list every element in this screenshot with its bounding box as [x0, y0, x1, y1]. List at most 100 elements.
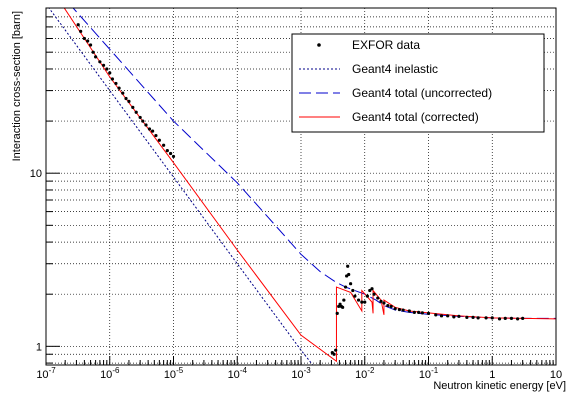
data-point: [365, 294, 369, 298]
x-tick-label: 10-5: [164, 366, 184, 381]
series-layer: [48, 8, 556, 365]
data-point: [382, 301, 386, 305]
y-tick-label: 10: [30, 168, 42, 180]
data-point: [121, 91, 125, 95]
data-point: [376, 296, 380, 300]
tick-labels: 10-7 10-6 10-5 10-4 10-3 10-2 10-1 1 10 1 10: [30, 168, 562, 381]
data-point: [98, 60, 102, 64]
legend-marker: [317, 43, 321, 47]
data-point: [157, 138, 161, 142]
data-point: [91, 50, 95, 54]
x-tick-label: 10-7: [36, 366, 56, 381]
legend-label: Geant4 total (uncorrected): [352, 86, 492, 100]
data-point: [168, 151, 173, 156]
data-point: [426, 311, 431, 315]
data-point: [101, 63, 106, 67]
data-point: [105, 67, 109, 71]
data-point: [141, 119, 145, 123]
x-tick-label: 10: [550, 369, 562, 381]
data-point: [356, 298, 361, 302]
data-point: [79, 29, 83, 33]
data-point: [334, 348, 338, 352]
legend: EXFOR data Geant4 inelastic Geant4 total (…: [291, 33, 545, 133]
legend-label: Geant4 inelastic: [352, 62, 438, 76]
data-point: [346, 264, 350, 268]
data-point: [379, 299, 383, 303]
legend-box: [291, 33, 545, 133]
x-tick-label: 10-3: [291, 366, 311, 381]
data-point: [372, 292, 376, 296]
x-axis-title: Neutron kinetic energy [eV]: [433, 380, 566, 392]
data-point: [497, 317, 502, 321]
data-point: [114, 81, 118, 86]
data-point: [407, 309, 411, 313]
data-point: [516, 317, 520, 321]
data-point: [127, 99, 131, 103]
data-point: [446, 314, 450, 318]
data-point: [171, 154, 176, 159]
data-point: [343, 285, 348, 289]
data-point: [420, 311, 424, 315]
ticks: [45, 7, 557, 365]
data-point: [131, 105, 135, 109]
legend-label: EXFOR data: [352, 38, 420, 52]
series-exfor-data: [76, 23, 525, 356]
data-point: [349, 282, 353, 286]
data-point: [393, 307, 397, 311]
x-tick-label: 1: [489, 369, 495, 381]
data-point: [353, 294, 357, 298]
data-point: [82, 36, 86, 41]
data-point: [521, 316, 525, 320]
data-point: [162, 143, 166, 147]
data-point: [490, 316, 494, 320]
data-point: [110, 77, 114, 81]
legend-item-exfor-data: EXFOR data: [317, 38, 420, 52]
legend-item-geant4-inelastic: Geant4 inelastic: [299, 62, 438, 76]
data-point: [347, 272, 351, 277]
data-point: [351, 288, 355, 293]
data-point: [117, 86, 121, 90]
data-point: [342, 298, 346, 302]
data-point: [86, 39, 90, 43]
data-point: [386, 303, 390, 308]
data-point: [360, 300, 364, 304]
data-point: [457, 314, 461, 318]
legend-label: Geant4 total (corrected): [352, 110, 479, 124]
data-point: [471, 315, 475, 319]
data-point: [412, 310, 416, 315]
data-point: [434, 313, 438, 317]
data-point: [417, 310, 421, 315]
legend-item-geant4-total-uncorrected: Geant4 total (uncorrected): [299, 86, 492, 100]
data-point: [108, 71, 112, 75]
data-point: [124, 96, 128, 101]
series-geant4-inelastic: [48, 8, 314, 365]
data-point: [368, 288, 372, 293]
data-point: [363, 300, 367, 304]
data-point: [484, 316, 488, 320]
data-point: [154, 133, 158, 138]
data-point: [94, 55, 98, 59]
data-point: [452, 315, 456, 319]
data-point: [389, 304, 393, 309]
data-point: [165, 149, 169, 153]
data-point: [88, 43, 93, 47]
y-axis-title: Interaction cross-section [barn]: [11, 11, 23, 161]
data-point: [147, 127, 152, 131]
x-tick-label: 10-4: [228, 366, 248, 381]
data-point: [144, 123, 148, 127]
data-point: [134, 110, 138, 114]
data-point: [150, 129, 155, 133]
data-point: [370, 287, 374, 291]
x-tick-label: 10-2: [355, 366, 375, 381]
y-tick-label: 1: [36, 341, 42, 353]
data-point: [341, 305, 345, 309]
data-point: [439, 314, 444, 318]
data-point: [465, 315, 469, 319]
x-tick-label: 10-1: [419, 366, 439, 381]
legend-item-geant4-total-corrected: Geant4 total (corrected): [299, 110, 479, 124]
x-tick-label: 10-6: [100, 366, 120, 381]
data-point: [503, 316, 507, 320]
data-point: [476, 316, 480, 320]
data-point: [76, 23, 80, 27]
